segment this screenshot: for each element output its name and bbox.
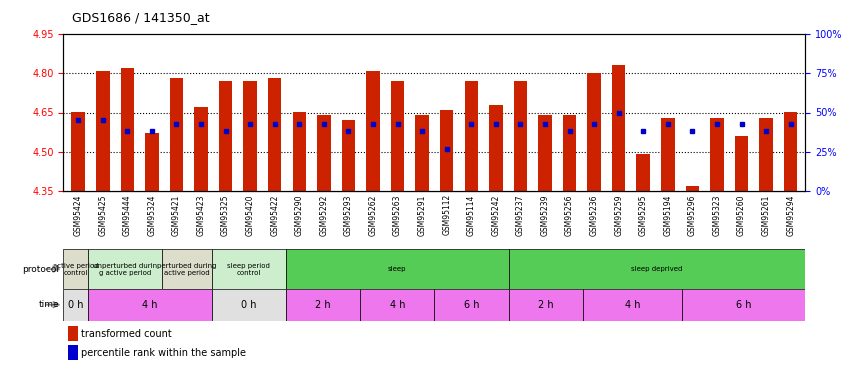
Bar: [735, 136, 748, 191]
Text: 4 h: 4 h: [142, 300, 157, 310]
Bar: [63, 249, 88, 289]
Text: sleep period
control: sleep period control: [228, 262, 271, 276]
Text: GSM95114: GSM95114: [467, 194, 475, 236]
Bar: [286, 289, 360, 321]
Text: sleep: sleep: [388, 266, 407, 272]
Text: GSM95263: GSM95263: [393, 194, 402, 236]
Text: GSM95262: GSM95262: [369, 194, 377, 236]
Bar: [244, 81, 257, 191]
Bar: [63, 289, 88, 321]
Bar: [415, 115, 429, 191]
Bar: [661, 118, 674, 191]
Text: GSM95290: GSM95290: [294, 194, 304, 236]
Text: unperturbed durin
g active period: unperturbed durin g active period: [93, 262, 157, 276]
Bar: [583, 289, 682, 321]
Text: GSM95421: GSM95421: [172, 194, 181, 236]
Bar: [784, 112, 798, 191]
Text: percentile rank within the sample: percentile rank within the sample: [81, 348, 246, 357]
Bar: [286, 249, 508, 289]
Text: GSM95236: GSM95236: [590, 194, 599, 236]
Text: GSM95256: GSM95256: [565, 194, 574, 236]
Text: GSM95295: GSM95295: [639, 194, 648, 236]
Text: GSM95293: GSM95293: [344, 194, 353, 236]
Text: GDS1686 / 141350_at: GDS1686 / 141350_at: [72, 11, 210, 24]
Text: GSM95325: GSM95325: [221, 194, 230, 236]
Bar: [489, 105, 503, 191]
Bar: [212, 249, 286, 289]
Bar: [508, 289, 583, 321]
Bar: [434, 289, 508, 321]
Text: 6 h: 6 h: [464, 300, 480, 310]
Bar: [710, 118, 723, 191]
Bar: [685, 186, 699, 191]
Bar: [146, 134, 159, 191]
Text: time: time: [39, 300, 59, 309]
Bar: [360, 289, 434, 321]
Text: 6 h: 6 h: [736, 300, 751, 310]
Bar: [219, 81, 233, 191]
Bar: [342, 120, 355, 191]
Text: GSM95112: GSM95112: [442, 194, 451, 236]
Bar: [268, 78, 282, 191]
Text: 2 h: 2 h: [316, 300, 331, 310]
Bar: [317, 115, 331, 191]
Text: GSM95422: GSM95422: [270, 194, 279, 236]
Text: 0 h: 0 h: [241, 300, 256, 310]
Bar: [464, 81, 478, 191]
Bar: [612, 65, 625, 191]
Text: GSM95239: GSM95239: [541, 194, 549, 236]
Text: transformed count: transformed count: [81, 329, 172, 339]
Text: GSM95242: GSM95242: [492, 194, 500, 236]
Bar: [162, 249, 212, 289]
Bar: [391, 81, 404, 191]
Text: GSM95423: GSM95423: [196, 194, 206, 236]
Text: GSM95444: GSM95444: [123, 194, 132, 236]
Bar: [514, 81, 527, 191]
Text: GSM95237: GSM95237: [516, 194, 525, 236]
Text: GSM95291: GSM95291: [418, 194, 426, 236]
Bar: [212, 289, 286, 321]
Bar: [587, 73, 601, 191]
Text: active period
control: active period control: [53, 262, 99, 276]
Text: GSM95425: GSM95425: [98, 194, 107, 236]
Bar: [563, 115, 576, 191]
Text: 4 h: 4 h: [624, 300, 640, 310]
Bar: [538, 115, 552, 191]
Bar: [88, 289, 212, 321]
Text: GSM95261: GSM95261: [761, 194, 771, 236]
Text: GSM95292: GSM95292: [320, 194, 328, 236]
Text: GSM95294: GSM95294: [786, 194, 795, 236]
Bar: [366, 70, 380, 191]
Text: GSM95259: GSM95259: [614, 194, 624, 236]
Bar: [170, 78, 184, 191]
Text: perturbed during
active period: perturbed during active period: [157, 262, 217, 276]
Bar: [760, 118, 773, 191]
Text: protocol: protocol: [22, 265, 59, 274]
Text: GSM95324: GSM95324: [147, 194, 157, 236]
Bar: [508, 249, 805, 289]
Bar: [88, 249, 162, 289]
Text: GSM95323: GSM95323: [712, 194, 722, 236]
Bar: [96, 70, 109, 191]
Bar: [682, 289, 805, 321]
Text: GSM95260: GSM95260: [737, 194, 746, 236]
Bar: [440, 110, 453, 191]
Text: GSM95296: GSM95296: [688, 194, 697, 236]
Bar: [121, 68, 134, 191]
Text: 4 h: 4 h: [389, 300, 405, 310]
Bar: [195, 107, 208, 191]
Bar: [293, 112, 306, 191]
Text: GSM95424: GSM95424: [74, 194, 83, 236]
Bar: [636, 154, 650, 191]
Text: GSM95420: GSM95420: [245, 194, 255, 236]
Text: sleep deprived: sleep deprived: [631, 266, 683, 272]
Text: 0 h: 0 h: [68, 300, 84, 310]
Text: GSM95194: GSM95194: [663, 194, 673, 236]
Bar: [71, 112, 85, 191]
Text: 2 h: 2 h: [538, 300, 553, 310]
